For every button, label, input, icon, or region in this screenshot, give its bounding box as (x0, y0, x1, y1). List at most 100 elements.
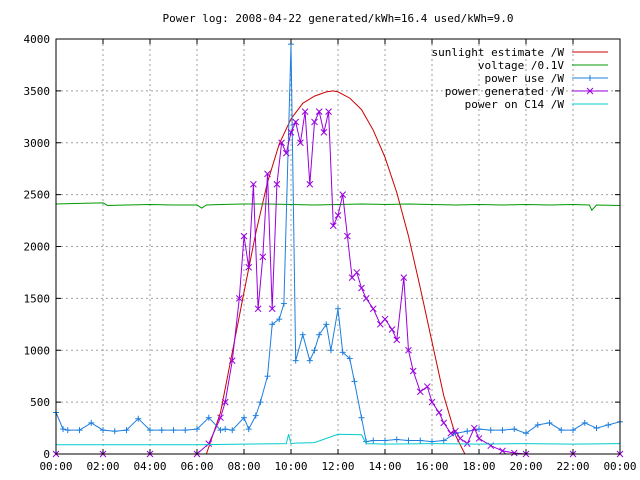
cross-marker-b (329, 222, 337, 230)
data-point (358, 414, 365, 421)
tick-marks (55, 38, 621, 455)
cross-marker-b (273, 180, 281, 188)
x-tick-label: 00:00 (603, 460, 636, 473)
series-power-on-c14-w (56, 433, 621, 446)
cross-marker-b (221, 398, 229, 406)
cross-marker-b (362, 295, 370, 302)
cross-marker-b (409, 367, 417, 375)
cross-marker-b (268, 305, 276, 313)
cross-marker-b (369, 305, 377, 313)
cross-marker-b (475, 435, 483, 442)
data-point (182, 427, 189, 434)
legend-label-power-generated-w: power generated /W (445, 85, 565, 98)
y-tick-label: 0 (43, 448, 50, 461)
x-tick-label: 16:00 (415, 460, 448, 473)
cross-marker-b (282, 149, 290, 157)
data-point (268, 305, 276, 313)
data-point (235, 295, 243, 302)
cross-marker-b (435, 409, 443, 416)
data-point (306, 180, 314, 188)
data-point (405, 346, 412, 354)
data-point (358, 284, 365, 292)
data-point (311, 118, 318, 126)
series-layer (52, 41, 624, 458)
cross-marker-b (245, 263, 253, 271)
data-point (299, 331, 306, 338)
cross-marker-b (416, 388, 424, 396)
y-tick-label: 2500 (24, 189, 51, 202)
data-point (257, 399, 264, 406)
legend-label-power-on-c14-w: power on C14 /W (465, 98, 565, 111)
cross-marker-b (381, 315, 389, 323)
data-point (311, 347, 318, 354)
cross-marker-b (259, 253, 267, 261)
data-point (581, 419, 588, 426)
series-voltage-0-1v (55, 202, 621, 212)
cross-marker-b (499, 447, 506, 455)
legend-label-voltage-0-1v: voltage /0.1V (478, 59, 564, 72)
data-point (334, 212, 342, 219)
y-tick-label: 500 (30, 396, 50, 409)
data-point (329, 222, 337, 230)
data-point (499, 447, 506, 455)
y-tick-label: 3500 (24, 85, 51, 98)
data-point (76, 427, 83, 434)
data-point (229, 427, 236, 434)
data-point (558, 427, 565, 434)
x-tick-label: 04:00 (133, 460, 166, 473)
data-point (423, 383, 431, 390)
data-point (306, 357, 313, 364)
data-point (264, 170, 271, 178)
legend-label-sunlight-estimate-w: sunlight estimate /W (432, 46, 565, 59)
data-point (344, 232, 351, 240)
data-point (205, 414, 212, 421)
cross-marker-b (325, 108, 332, 115)
legend-marker (586, 87, 594, 95)
y-tick-labels: 0 500 1000 1500 2000 2500 3000 3500 4000 (24, 33, 51, 461)
series-sunlight-estimate-w (205, 90, 466, 455)
y-tick-label: 2000 (24, 241, 51, 254)
cross-marker-b (278, 139, 285, 147)
data-point (475, 435, 483, 442)
cross-marker-b (320, 129, 328, 136)
cross-marker-b (339, 191, 347, 198)
data-point (417, 437, 424, 444)
data-point (245, 263, 253, 271)
cross-marker-b (344, 232, 351, 240)
series-line-sunlight-estimate-w (205, 90, 466, 455)
x-tick-label: 20:00 (509, 460, 542, 473)
data-point (339, 349, 346, 356)
cross-marker-b (440, 419, 448, 427)
data-point (88, 419, 95, 426)
cross-marker-b (388, 326, 396, 333)
data-point (327, 347, 334, 354)
data-point (316, 331, 323, 338)
data-point (400, 274, 408, 281)
data-point (292, 357, 299, 364)
data-point (194, 426, 200, 433)
cross-marker-b (306, 180, 314, 188)
data-point (217, 414, 224, 422)
data-point (287, 129, 295, 136)
x-tick-labels: 00:00 02:00 04:00 06:00 08:00 10:00 12:00 14:00… (39, 460, 636, 473)
data-point (593, 425, 600, 432)
x-tick-label: 06:00 (180, 460, 213, 473)
cross-marker-b (240, 232, 248, 240)
data-point (64, 427, 71, 434)
legend-label-power-use-w: power use /W (485, 72, 565, 85)
data-point (259, 253, 267, 261)
x-tick-label: 10:00 (274, 460, 307, 473)
series-power-generated-w (52, 108, 624, 458)
data-point (292, 118, 300, 126)
data-point (325, 108, 332, 115)
series-line-power-on-c14-w (56, 433, 621, 446)
data-point (435, 409, 443, 416)
data-point (60, 426, 67, 433)
cross-marker-b (456, 435, 464, 442)
data-point (217, 427, 224, 434)
x-tick-label: 22:00 (556, 460, 589, 473)
data-point (353, 269, 361, 276)
data-point (388, 326, 396, 333)
data-point (416, 388, 424, 396)
